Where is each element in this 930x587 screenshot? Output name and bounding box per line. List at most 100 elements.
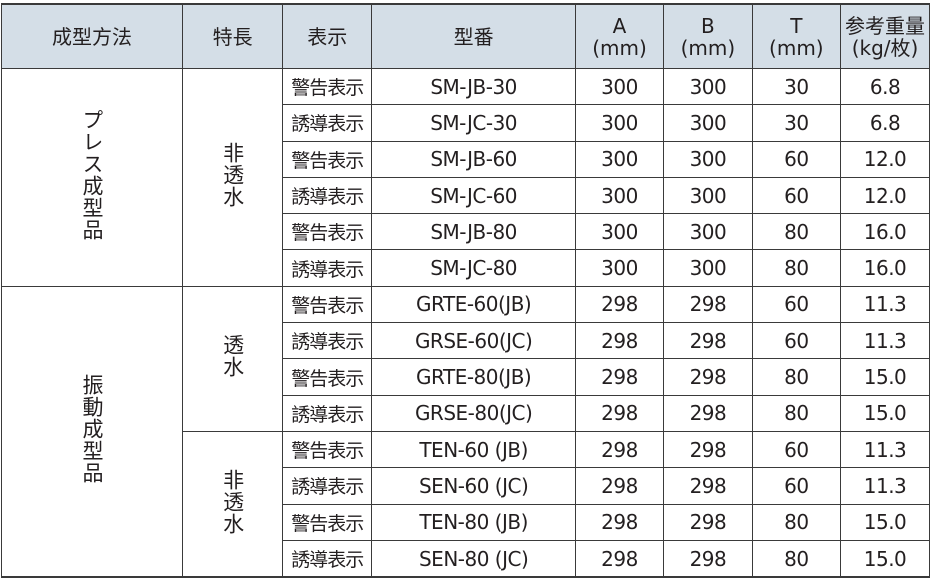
display-cell: 誘導表示: [282, 394, 373, 432]
header-model: 型番: [371, 3, 576, 69]
feature-label: 非透水: [220, 468, 245, 535]
display-cell: 警告表示: [282, 358, 373, 396]
t-cell: 60: [751, 176, 842, 215]
model-cell: SM-JB-60: [371, 140, 576, 178]
weight-cell: 6.8: [840, 67, 930, 106]
b-cell: 298: [663, 394, 753, 432]
header-weight: 参考重量 (kg/枚): [840, 3, 930, 69]
header-b-label: B: [701, 13, 715, 38]
table-row: プレス成型品 非透水 警告表示 SM-JB-30 300 300 30 6.8: [1, 67, 930, 287]
model-cell: TEN-60 (JB): [371, 430, 576, 469]
a-cell: 298: [574, 503, 665, 541]
display-cell: 誘導表示: [282, 104, 373, 142]
weight-cell: 11.3: [840, 430, 930, 469]
a-cell: 298: [574, 394, 665, 432]
header-b: B (mm): [663, 3, 753, 69]
header-a-unit: (mm): [592, 35, 647, 60]
header-row: 成型方法 特長 表示 型番 A (mm) B (mm) T (mm) 参考重量 (kg/…: [1, 3, 930, 69]
a-cell: 298: [574, 285, 665, 324]
b-cell: 298: [663, 430, 753, 469]
table-row: 警告表示 GRTE-80(JB) 298 298 80 15.0: [2, 358, 930, 396]
b-cell: 300: [663, 104, 753, 142]
table-row: 振動成型品 透水 警告表示 GRTE-60(JB) 298 298 60 11.3: [1, 285, 930, 578]
weight-cell: 11.3: [840, 322, 930, 360]
weight-cell: 15.0: [840, 394, 930, 432]
a-cell: 298: [574, 467, 665, 505]
weight-cell: 15.0: [840, 539, 930, 578]
b-cell: 298: [663, 358, 753, 396]
weight-cell: 16.0: [840, 249, 930, 287]
table-row: 誘導表示 SEN-60 (JC) 298 298 60 11.3: [2, 467, 930, 505]
a-cell: 300: [574, 249, 665, 287]
t-cell: 80: [751, 249, 842, 287]
header-feature: 特長: [181, 3, 284, 69]
model-cell: TEN-80 (JB): [371, 503, 576, 541]
t-cell: 30: [751, 104, 842, 142]
a-cell: 300: [574, 176, 665, 215]
header-b-unit: (mm): [680, 35, 736, 60]
table-row: 誘導表示 SEN-80 (JC) 298 298 80 15.0: [2, 539, 930, 578]
header-weight-unit: (kg/枚): [851, 35, 919, 60]
b-cell: 300: [663, 140, 753, 178]
b-cell: 298: [663, 539, 753, 578]
model-cell: GRTE-60(JB): [371, 285, 576, 324]
weight-cell: 12.0: [840, 176, 930, 215]
header-t-unit: (mm): [769, 35, 824, 60]
b-cell: 300: [663, 176, 753, 215]
method-cell: 振動成型品: [1, 285, 183, 578]
method-label: 振動成型品: [80, 373, 104, 484]
b-cell: 298: [663, 503, 753, 541]
table-row: 誘導表示 SM-JC-60 300 300 60 12.0: [2, 176, 930, 215]
feature-cell: 非透水: [181, 430, 284, 578]
header-a: A (mm): [574, 3, 665, 69]
model-cell: SM-JC-80: [371, 249, 576, 287]
model-cell: SEN-80 (JC): [371, 539, 576, 578]
header-t: T (mm): [751, 3, 842, 69]
b-cell: 298: [663, 322, 753, 360]
header-weight-label: 参考重量: [845, 13, 926, 38]
feature-label: 非透水: [220, 141, 245, 208]
display-cell: 警告表示: [282, 67, 373, 106]
header-a-label: A: [612, 13, 627, 38]
a-cell: 298: [574, 430, 665, 469]
display-cell: 誘導表示: [282, 249, 373, 287]
display-cell: 誘導表示: [282, 176, 373, 215]
a-cell: 298: [574, 358, 665, 396]
a-cell: 298: [574, 539, 665, 578]
weight-cell: 15.0: [840, 503, 930, 541]
header-t-label: T: [790, 13, 803, 38]
t-cell: 60: [751, 430, 842, 469]
a-cell: 300: [574, 104, 665, 142]
feature-label: 透水: [220, 334, 245, 379]
model-cell: GRSE-80(JC): [371, 394, 576, 432]
display-cell: 警告表示: [282, 285, 373, 324]
display-cell: 誘導表示: [282, 539, 373, 578]
t-cell: 80: [751, 394, 842, 432]
spec-table: 成型方法 特長 表示 型番 A (mm) B (mm) T (mm) 参考重量 (kg/…: [1, 3, 930, 579]
model-cell: SM-JC-60: [371, 176, 576, 215]
feature-cell: 非透水: [181, 68, 284, 287]
t-cell: 80: [751, 503, 842, 541]
display-cell: 誘導表示: [282, 467, 373, 505]
t-cell: 60: [751, 467, 842, 505]
table-row: 誘導表示 GRSE-80(JC) 298 298 80 15.0: [2, 394, 930, 432]
t-cell: 80: [751, 358, 842, 396]
header-display: 表示: [282, 3, 373, 69]
t-cell: 60: [751, 322, 842, 360]
t-cell: 60: [751, 140, 842, 178]
weight-cell: 11.3: [840, 467, 930, 505]
feature-cell: 透水: [181, 285, 284, 432]
display-cell: 警告表示: [282, 503, 373, 541]
model-cell: GRTE-80(JB): [371, 358, 576, 396]
weight-cell: 15.0: [840, 358, 930, 396]
display-cell: 警告表示: [282, 430, 373, 469]
table-row: 非透水 警告表示 TEN-60 (JB) 298 298 60 11.3: [2, 430, 930, 578]
table-row: 誘導表示 GRSE-60(JC) 298 298 60 11.3: [2, 322, 930, 360]
table-row: 警告表示 SM-JB-60 300 300 60 12.0: [2, 140, 930, 178]
weight-cell: 16.0: [840, 213, 930, 251]
model-cell: GRSE-60(JC): [371, 322, 576, 360]
model-cell: SM-JB-80: [371, 213, 576, 251]
method-cell: プレス成型品: [1, 68, 183, 287]
t-cell: 80: [751, 213, 842, 251]
t-cell: 60: [751, 285, 842, 324]
